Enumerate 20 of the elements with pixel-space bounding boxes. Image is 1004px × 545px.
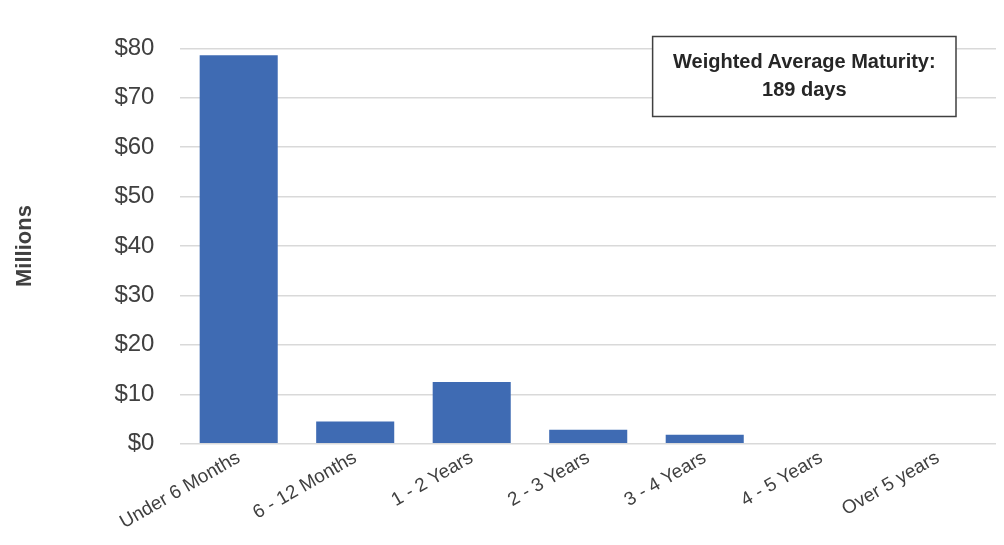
x-tick-label: 4 - 5 Years bbox=[736, 446, 826, 510]
y-tick-label: $30 bbox=[114, 280, 155, 308]
y-tick-label: $40 bbox=[114, 230, 155, 258]
x-tick-label: 2 - 3 Years bbox=[503, 446, 593, 510]
y-tick-label: $60 bbox=[114, 131, 155, 159]
x-tick-label: 3 - 4 Years bbox=[620, 446, 710, 510]
y-axis-title: Millions bbox=[11, 205, 37, 287]
bar bbox=[199, 55, 278, 443]
y-tick-label: $80 bbox=[114, 33, 155, 61]
y-tick-label: $70 bbox=[114, 82, 155, 110]
x-tick-label: 1 - 2 Years bbox=[387, 446, 477, 510]
bar bbox=[316, 421, 395, 443]
bar bbox=[432, 381, 511, 443]
y-tick-label: $20 bbox=[114, 329, 155, 357]
bar bbox=[665, 434, 744, 443]
y-tick-label: $50 bbox=[114, 181, 155, 209]
y-tick-label: $10 bbox=[114, 378, 155, 406]
y-tick-label: $0 bbox=[127, 428, 155, 456]
bar bbox=[549, 429, 628, 443]
annotation: Weighted Average Maturity: 189 days bbox=[672, 49, 936, 100]
